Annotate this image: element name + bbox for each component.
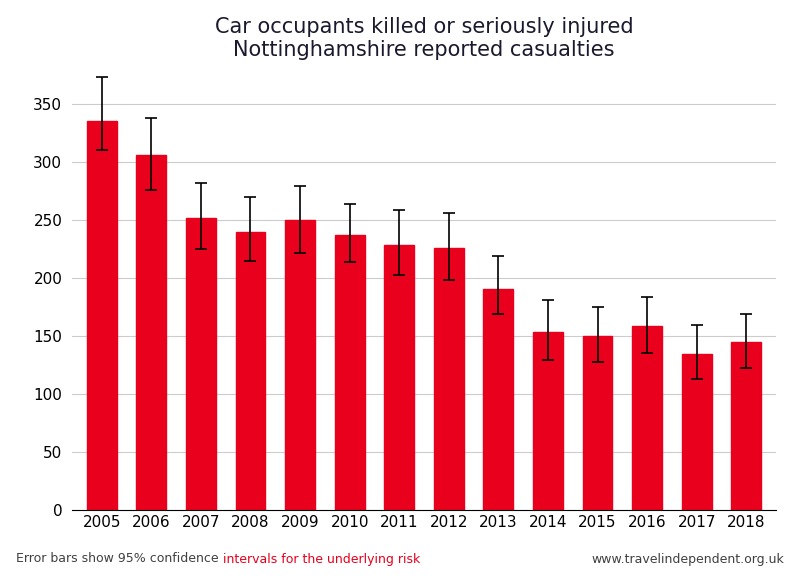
Text: intervals for the underlying risk: intervals for the underlying risk [222,553,420,566]
Bar [483,289,514,510]
Bar [731,342,761,510]
Bar [533,332,563,510]
Bar [186,218,216,510]
Text: Error bars show 95% confidence: Error bars show 95% confidence [16,553,222,566]
Title: Car occupants killed or seriously injured
Nottinghamshire reported casualties: Car occupants killed or seriously injure… [214,16,634,60]
Bar [285,220,315,510]
Bar [582,336,612,510]
Bar [632,326,662,510]
Bar [137,155,166,510]
Bar [87,121,117,510]
Bar [682,354,711,510]
Text: www.travelindependent.org.uk: www.travelindependent.org.uk [591,553,784,566]
Bar [236,232,266,510]
Bar [434,248,464,510]
Bar [384,245,414,510]
Bar [334,235,365,510]
